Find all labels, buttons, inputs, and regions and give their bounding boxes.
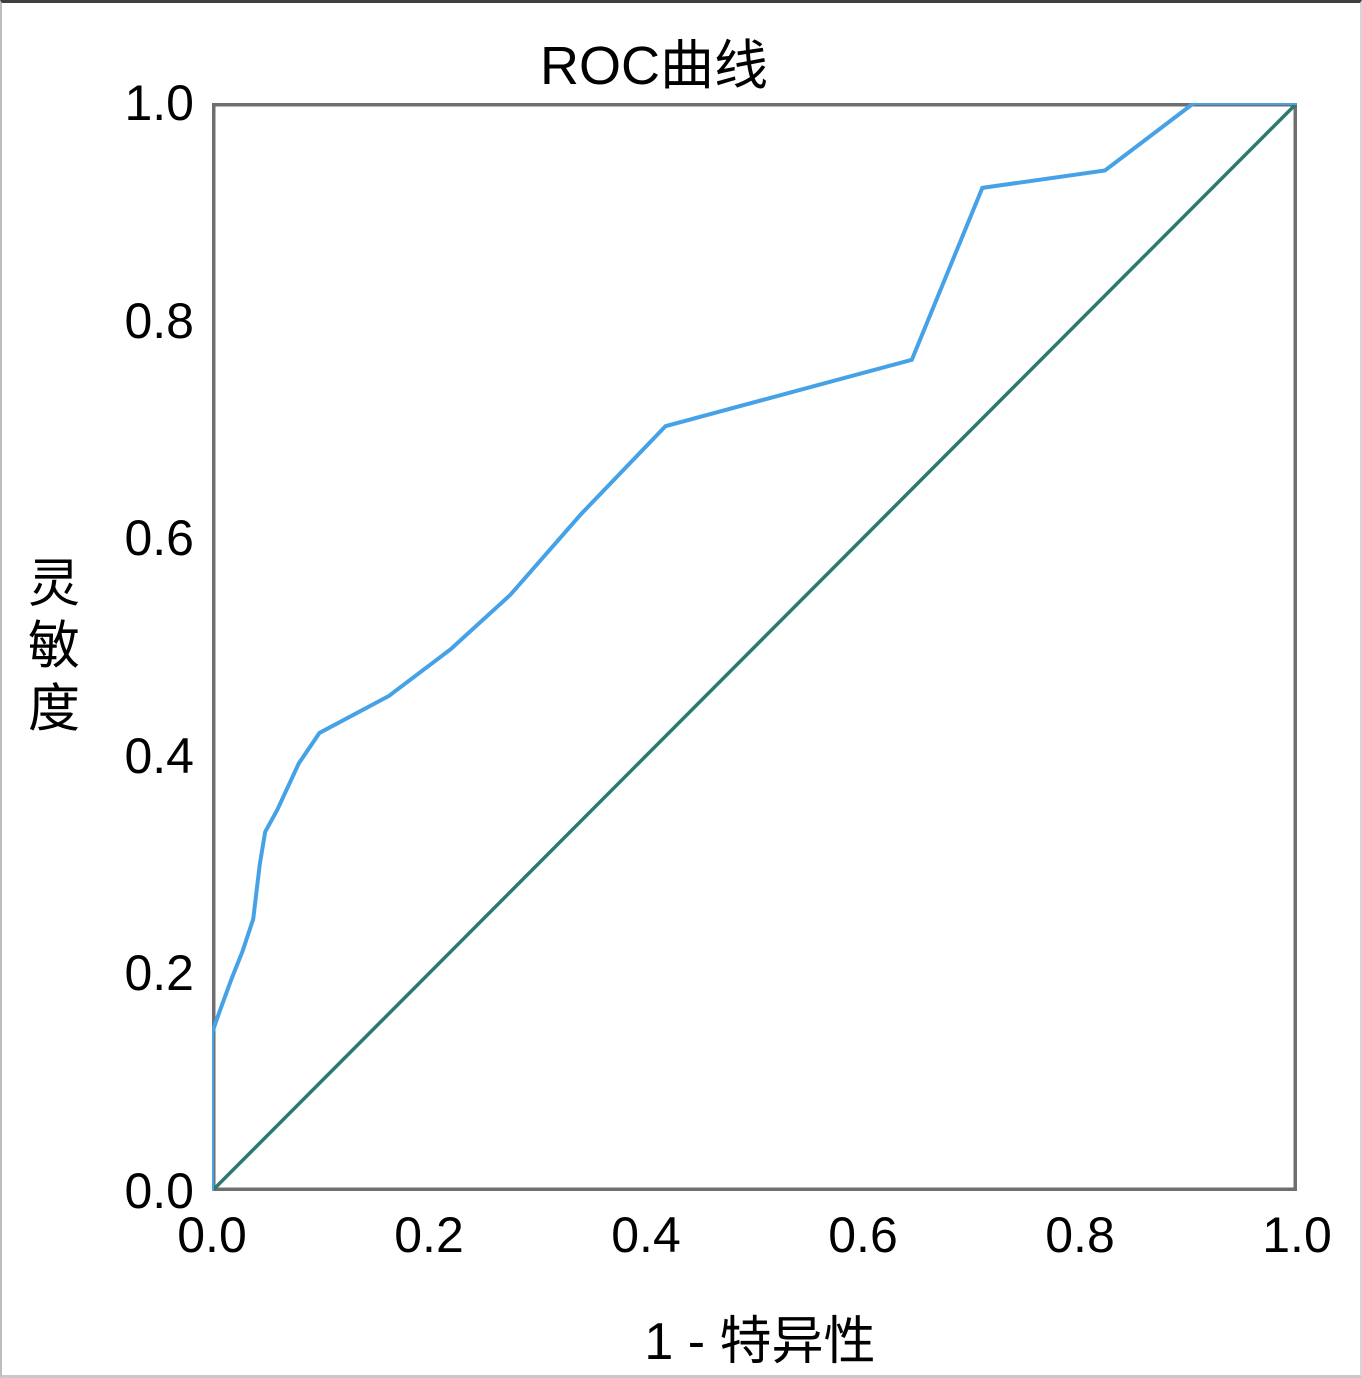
- y-tick-label: 0.8: [124, 292, 194, 349]
- plot-canvas: [212, 103, 1297, 1191]
- x-tick-label: 0.0: [177, 1207, 247, 1263]
- y-tick-label: 0.0: [124, 1163, 194, 1219]
- roc-curve: [212, 103, 1297, 1191]
- y-tick-label: 0.6: [124, 510, 194, 567]
- x-tick-label: 0.4: [611, 1207, 681, 1263]
- x-tick-label: 1.0: [1262, 1207, 1332, 1263]
- plot-frame: [212, 103, 1297, 1191]
- plot-area: [212, 103, 1297, 1191]
- x-tick-label: 0.2: [394, 1207, 464, 1263]
- x-tick-label: 0.6: [828, 1207, 898, 1263]
- y-tick-label: 0.4: [124, 727, 194, 784]
- chart-title: ROC曲线: [540, 36, 768, 96]
- reference-line: [212, 103, 1297, 1191]
- x-axis-label: 1 - 特异性: [644, 1313, 876, 1371]
- x-tick-label: 0.8: [1045, 1207, 1115, 1263]
- y-tick-label: 1.0: [124, 75, 194, 131]
- y-tick-label: 0.2: [124, 945, 194, 1002]
- y-axis-label: 灵敏度: [27, 555, 80, 739]
